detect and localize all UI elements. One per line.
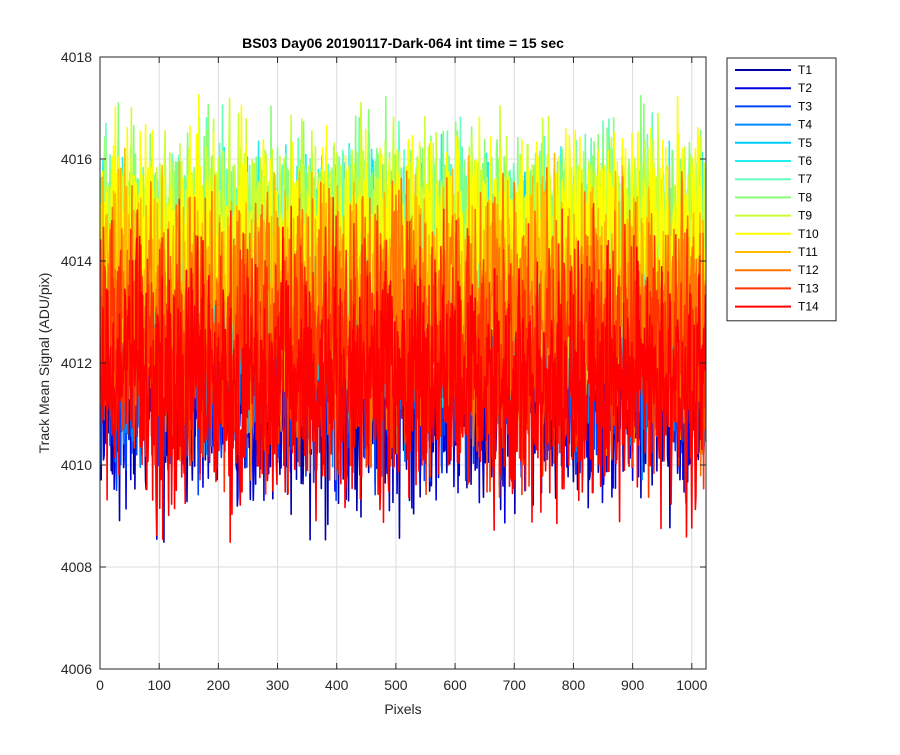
x-tick-label: 900 bbox=[621, 677, 645, 693]
x-tick-label: 100 bbox=[148, 677, 172, 693]
x-tick-label: 1000 bbox=[676, 677, 707, 693]
x-tick-label: 200 bbox=[207, 677, 231, 693]
legend-label-t2: T2 bbox=[798, 81, 812, 95]
chart-title: BS03 Day06 20190117-Dark-064 int time = … bbox=[242, 35, 564, 51]
axis-ticks: 0 100 200 300 400 500 600 700 800 900 1000 4006 4008… bbox=[61, 49, 708, 693]
legend-label-t3: T3 bbox=[798, 99, 812, 113]
legend: T1 T2 T3 T4 T5 T6 T7 T8 T9 T10 T11 T12 T13 T14 bbox=[726, 57, 837, 322]
legend-label-t4: T4 bbox=[798, 118, 812, 132]
legend-label-t14: T14 bbox=[798, 300, 819, 314]
x-tick-label: 800 bbox=[562, 677, 586, 693]
series-line-t14 bbox=[100, 226, 706, 543]
y-tick-label: 4008 bbox=[61, 559, 92, 575]
y-tick-label: 4016 bbox=[61, 151, 92, 167]
y-tick-label: 4010 bbox=[61, 457, 92, 473]
legend-label-t13: T13 bbox=[798, 281, 819, 295]
legend-label-t11: T11 bbox=[798, 245, 818, 259]
legend-label-t5: T5 bbox=[798, 136, 812, 150]
series-line-t10 bbox=[100, 94, 706, 391]
legend-label-t1: T1 bbox=[798, 63, 812, 77]
y-tick-label: 4012 bbox=[61, 355, 92, 371]
x-tick-label: 400 bbox=[325, 677, 349, 693]
x-tick-label: 600 bbox=[443, 677, 467, 693]
y-tick-label: 4018 bbox=[61, 49, 92, 65]
x-tick-label: 300 bbox=[266, 677, 290, 693]
y-tick-label: 4014 bbox=[61, 253, 92, 269]
y-tick-label: 4006 bbox=[61, 661, 92, 677]
y-axis-label: Track Mean Signal (ADU/pix) bbox=[36, 273, 52, 454]
legend-label-t8: T8 bbox=[798, 190, 812, 204]
series-lines bbox=[100, 94, 706, 543]
legend-label-t7: T7 bbox=[798, 172, 812, 186]
legend-label-t12: T12 bbox=[798, 263, 819, 277]
legend-label-t6: T6 bbox=[798, 154, 812, 168]
legend-box bbox=[726, 57, 837, 322]
legend-label-t10: T10 bbox=[798, 227, 819, 241]
legend-label-t9: T9 bbox=[798, 209, 812, 223]
x-tick-label: 0 bbox=[96, 677, 104, 693]
x-tick-label: 500 bbox=[384, 677, 408, 693]
x-tick-label: 700 bbox=[503, 677, 527, 693]
x-axis-label: Pixels bbox=[384, 701, 421, 717]
